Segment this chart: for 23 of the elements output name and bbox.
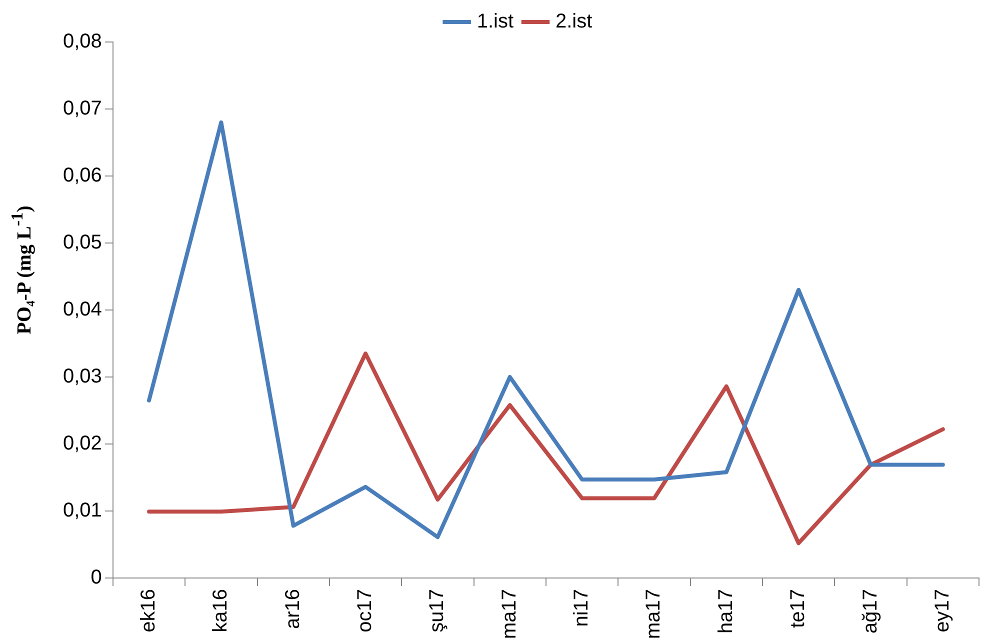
x-tick-label: ni17 xyxy=(570,588,593,627)
y-tick-label: 0,03 xyxy=(62,365,102,388)
x-tick-label: ka16 xyxy=(210,588,232,632)
y-tick-label: 0,06 xyxy=(62,164,102,187)
y-tick-label: 0,01 xyxy=(62,499,102,522)
legend-label: 2.ist xyxy=(556,10,593,33)
y-tick-label: 0,07 xyxy=(62,98,102,120)
y-tick-label: 0 xyxy=(90,566,102,588)
y-tick-label: 0,08 xyxy=(62,30,102,53)
y-tick-label: 0,02 xyxy=(62,432,102,454)
x-tick-label: ma17 xyxy=(498,588,520,639)
y-tick-label: 0,05 xyxy=(62,232,102,254)
x-tick-label: te17 xyxy=(787,588,810,628)
x-tick-label: şu17 xyxy=(426,588,448,632)
legend-label: 1.ist xyxy=(476,10,514,33)
x-tick-label: ey17 xyxy=(931,588,954,632)
y-tick-label: 0,04 xyxy=(62,298,102,320)
x-tick-label: ma17 xyxy=(642,588,665,639)
x-tick-label: ağ17 xyxy=(859,588,882,634)
x-tick-label: oc17 xyxy=(354,588,376,632)
x-tick-label: ha17 xyxy=(714,588,737,634)
x-tick-label: ar16 xyxy=(282,588,304,629)
x-tick-label: ek16 xyxy=(138,588,160,632)
